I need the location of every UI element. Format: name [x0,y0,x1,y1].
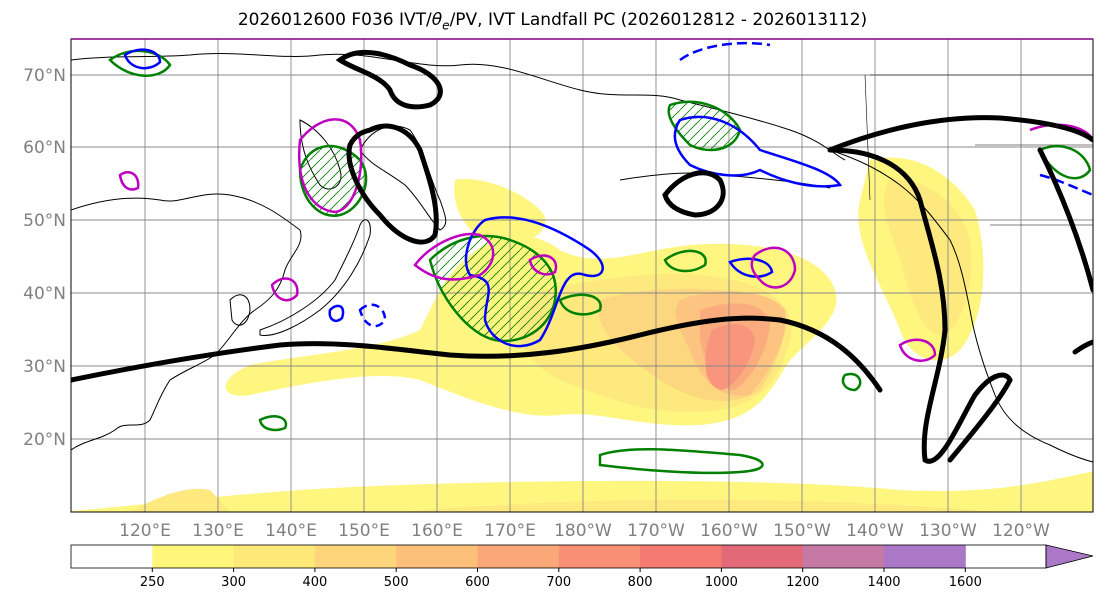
pv-contour-8 [1038,144,1092,180]
pv-contour-6 [663,249,707,273]
coast-kamchatka [359,125,447,231]
ivt-300-south [400,499,1000,512]
coast-arctic-north [71,53,846,161]
pv-contour-10 [558,293,602,316]
lon-label-170w: 170°W [627,521,685,541]
colorbar-tick-label: 1600 [949,575,982,590]
colorbar-cell [640,545,722,568]
lat-label-60n: 60°N [23,138,66,158]
ivt-300-coast [883,179,972,336]
ivt-shading [71,157,1093,512]
lon-label-150e: 150°E [338,521,390,541]
coast-korea [229,294,251,326]
lon-label-130w: 130°W [919,521,977,541]
colorbar-tick-label: 600 [465,575,490,590]
colorbar-cells [71,545,966,568]
colorbar-tick-label: 1000 [705,575,738,590]
lon-label-180w: 180°W [554,521,612,541]
theta-magenta-4 [898,338,937,362]
title-prefix: 2026012600 F036 IVT/ [237,10,432,30]
colorbar-tick-label: 800 [628,575,653,590]
lon-label-140w: 140°W [846,521,904,541]
colorbar-tick-label: 400 [302,575,327,590]
theta-blue-dashed-3 [358,303,387,328]
colorbar-extend-arrow [1045,544,1094,569]
colorbar-tick-label: 700 [546,575,571,590]
title-suffix: /PV, IVT Landfall PC (2026012812 - 20260… [449,10,868,30]
pv-contour-4 [598,447,764,475]
colorbar-cell [721,545,804,568]
height-line-north [335,49,443,110]
lat-label-20n: 20°N [23,430,66,450]
theta-magenta-2 [413,232,495,281]
colorbar-tick-label: 1200 [786,575,819,590]
colorbar-tick-label: 500 [384,575,409,590]
lon-label-150w: 150°W [773,521,831,541]
lon-label-140e: 140°E [265,521,317,541]
lat-label-70n: 70°N [23,66,66,86]
coast-north-america-west [829,149,1093,463]
lat-label-40n: 40°N [23,284,66,304]
theta-blue-4 [728,257,774,278]
title-theta: θ [431,10,443,30]
colorbar-cell [884,545,966,568]
colorbar: 250 300 400 500 600 700 800 1000 1200 1400 1600 [70,544,1094,590]
coast-asia-mainland [71,193,302,451]
lon-label-120e: 120°E [119,521,171,541]
lon-label-130e: 130°E [192,521,244,541]
height-line-south [71,315,883,393]
ivt-300-sw [130,488,230,512]
lon-label-170e: 170°E [484,521,536,541]
colorbar-cell [233,545,316,568]
colorbar-tick-label: 1400 [867,575,900,590]
theta-blue-3 [673,115,843,188]
ivt-800-contour [705,324,755,390]
height-line-ridge-north [827,115,1093,153]
theta-magenta-contours [118,118,1093,362]
theta-blue-1 [123,48,162,70]
theta-blue-5 [328,304,345,322]
height-contours [71,49,1093,464]
lat-label-50n: 50°N [23,211,66,231]
colorbar-cell [396,545,478,568]
colorbar-cell [314,545,397,568]
graticule [71,39,1093,512]
lon-label-160w: 160°W [700,521,758,541]
colorbar-labels: 250 300 400 500 600 700 800 1000 1200 1400 1600 [140,568,982,590]
height-line-aleutian [662,170,726,218]
height-line-trough-east [1037,147,1093,293]
theta-magenta-3 [750,246,797,289]
colorbar-cell [558,545,641,568]
theta-magenta-5 [118,171,140,191]
pv-contour-9 [841,372,862,392]
map-title: 2026012600 F036 IVT/θe/PV, IVT Landfall … [0,10,1105,32]
title-theta-sub: e [442,18,450,33]
lon-label-160e: 160°E [411,521,463,541]
colorbar-cell [477,545,560,568]
coast-japan [259,219,371,336]
theta-blue-2 [464,216,604,348]
map-plot-area [71,39,1093,512]
height-line-ridge-east [827,147,1013,464]
theta-blue-dashed-1 [679,41,771,62]
colorbar-cell [71,545,153,568]
latitude-labels: 70°N 60°N 50°N 40°N 30°N 20°N [23,66,66,450]
theta-magenta-6 [270,277,299,302]
theta-blue-dashed-2 [1039,173,1093,197]
ivt-250-south [71,471,1093,512]
height-line-kamchatka [346,123,439,245]
theta-magenta-8 [528,254,558,276]
pv-contour-3 [428,234,558,343]
theta-blue-contours [123,41,1093,348]
pv-contour-5 [667,100,742,152]
longitude-labels: 120°E 130°E 140°E 150°E 160°E 170°E 180°… [119,521,1050,541]
colorbar-tick-label: 300 [221,575,246,590]
colorbar-tick-label: 250 [140,575,165,590]
lon-label-120w: 120°W [992,521,1050,541]
colorbar-cell [802,545,885,568]
colorbar-cell [152,545,235,568]
lat-label-30n: 30°N [23,357,66,377]
pv-contour-7 [258,415,288,432]
